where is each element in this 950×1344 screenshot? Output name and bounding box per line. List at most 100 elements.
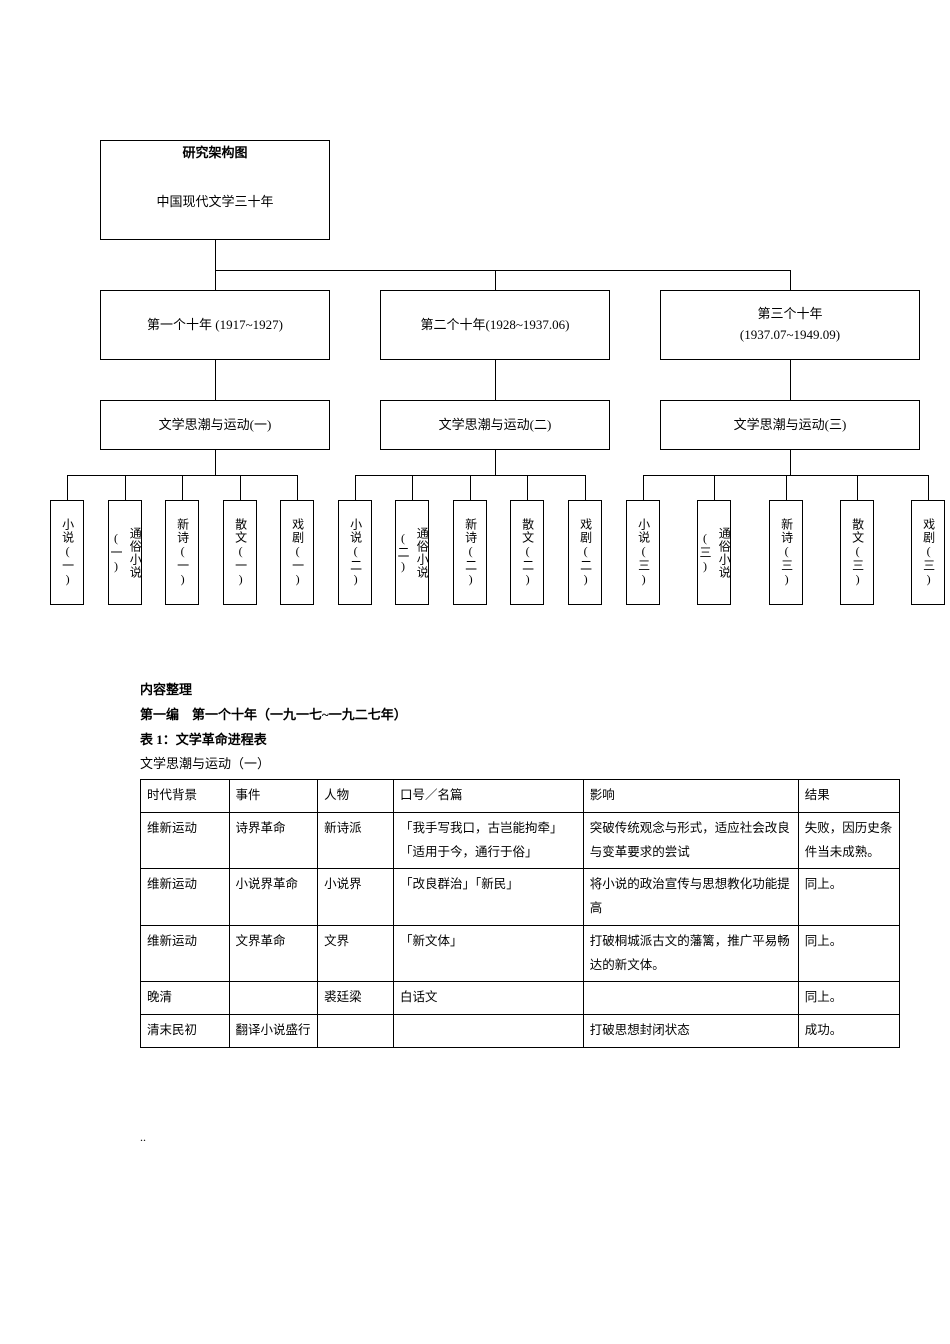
conn-line (790, 360, 791, 400)
table-header-row: 时代背景 事件 人物 口号／名篇 影响 结果 (141, 780, 900, 813)
td: 维新运动 (141, 925, 230, 982)
td: 裘廷梁 (318, 982, 394, 1015)
decade-1: 第一个十年 (1917~1927) (147, 315, 283, 336)
table1-subheading: 文学思潮与运动（一） (140, 754, 890, 775)
conn-line (215, 240, 216, 270)
decade-box-2: 第二个十年(1928~1937.06) (380, 290, 610, 360)
trend-3: 文学思潮与运动(三) (734, 415, 847, 436)
conn-line (215, 450, 216, 475)
conn-line (297, 475, 298, 500)
td: 「新文体」 (393, 925, 583, 982)
td: 失败，因历史条件当未成熟。 (798, 812, 899, 869)
leaf: 小说(一) (57, 518, 76, 587)
root-title: 研究架构图 (182, 143, 247, 164)
leaf: 散文(三) (847, 518, 866, 587)
leaf: 小说(二) (345, 518, 364, 587)
conn-line (786, 475, 787, 500)
trend-2: 文学思潮与运动(二) (439, 415, 552, 436)
td: 将小说的政治宣传与思想教化功能提高 (583, 869, 798, 926)
decade-box-3: 第三个十年 (1937.07~1949.09) (660, 290, 920, 360)
conn-line (790, 450, 791, 475)
root-title-box: 研究架构图 (100, 140, 330, 166)
root-sub: 中国现代文学三十年 (156, 192, 273, 213)
td: 白话文 (393, 982, 583, 1015)
table1-heading: 表 1：文学革命进程表 (140, 730, 890, 751)
td (318, 1015, 394, 1048)
decade-3: 第三个十年 (1937.07~1949.09) (740, 304, 840, 346)
th-ppl: 人物 (318, 780, 394, 813)
leaf-box: 通俗小说(三) (697, 500, 731, 605)
table-row: 维新运动 小说界革命 小说界 「改良群治」「新民」 将小说的政治宣传与思想教化功… (141, 869, 900, 926)
table-row: 维新运动 诗界革命 新诗派 「我手写我口，古岂能拘牵」「适用于今，通行于俗」 突… (141, 812, 900, 869)
research-framework-diagram: 研究架构图 中国现代文学三十年 第一个十年 (1917~1927) 第二个十年(… (0, 140, 950, 670)
leaf: 散文(一) (230, 518, 249, 587)
leaf-box: 通俗小说(二) (395, 500, 429, 605)
trend-box-3: 文学思潮与运动(三) (660, 400, 920, 450)
conn-line (240, 475, 241, 500)
decade-box-1: 第一个十年 (1917~1927) (100, 290, 330, 360)
conn-line (412, 475, 413, 500)
td: 小说界 (318, 869, 394, 926)
th-slog: 口号／名篇 (393, 780, 583, 813)
leaf: 戏剧(二) (575, 518, 594, 587)
leaf-box: 小说(一) (50, 500, 84, 605)
td: 文界革命 (229, 925, 318, 982)
conn-line (928, 475, 929, 500)
leaf-box: 散文(三) (840, 500, 874, 605)
td: 新诗派 (318, 812, 394, 869)
leaf: 散文(二) (517, 518, 536, 587)
leaf-box: 小说(二) (338, 500, 372, 605)
td: 打破桐城派古文的藩篱，推广平易畅达的新文体。 (583, 925, 798, 982)
literary-revolution-table: 时代背景 事件 人物 口号／名篇 影响 结果 维新运动 诗界革命 新诗派 「我手… (140, 779, 900, 1048)
leaf: 通俗小说(二) (393, 507, 431, 598)
td: 成功。 (798, 1015, 899, 1048)
td: 同上。 (798, 925, 899, 982)
conn-line (714, 475, 715, 500)
td: 「改良群治」「新民」 (393, 869, 583, 926)
decade-2: 第二个十年(1928~1937.06) (421, 315, 570, 336)
conn-line (495, 450, 496, 475)
td: 突破传统观念与形式，适应社会改良与变革要求的尝试 (583, 812, 798, 869)
leaf: 新诗(三) (776, 518, 795, 587)
table-row: 晚清 裘廷梁 白话文 同上。 (141, 982, 900, 1015)
trend-box-2: 文学思潮与运动(二) (380, 400, 610, 450)
th-res: 结果 (798, 780, 899, 813)
conn-line (355, 475, 356, 500)
leaf: 新诗(一) (172, 518, 191, 587)
td (229, 982, 318, 1015)
td: 同上。 (798, 869, 899, 926)
conn-line (182, 475, 183, 500)
td: 小说界革命 (229, 869, 318, 926)
leaf-box: 散文(一) (223, 500, 257, 605)
content-arrange: 内容整理 (140, 680, 890, 701)
td: 维新运动 (141, 869, 230, 926)
leaf-box: 散文(二) (510, 500, 544, 605)
conn-line (643, 475, 644, 500)
leaf-box: 戏剧(三) (911, 500, 945, 605)
conn-line (790, 270, 791, 290)
leaf-box: 戏剧(二) (568, 500, 602, 605)
leaf-box: 新诗(一) (165, 500, 199, 605)
root-sub-box: 中国现代文学三十年 (100, 165, 330, 240)
leaf-box: 通俗小说(一) (108, 500, 142, 605)
th-evt: 事件 (229, 780, 318, 813)
td: 翻译小说盛行 (229, 1015, 318, 1048)
conn-line (585, 475, 586, 500)
table-row: 清末民初 翻译小说盛行 打破思想封闭状态 成功。 (141, 1015, 900, 1048)
leaf: 新诗(二) (460, 518, 479, 587)
conn-line (857, 475, 858, 500)
td: 晚清 (141, 982, 230, 1015)
part-one-heading: 第一编 第一个十年（一九一七~一九二七年） (140, 705, 890, 726)
td: 打破思想封闭状态 (583, 1015, 798, 1048)
td: 清末民初 (141, 1015, 230, 1048)
conn-line (470, 475, 471, 500)
leaf: 通俗小说(一) (106, 507, 144, 598)
leaf-box: 新诗(二) (453, 500, 487, 605)
trend-box-1: 文学思潮与运动(一) (100, 400, 330, 450)
table-row: 维新运动 文界革命 文界 「新文体」 打破桐城派古文的藩篱，推广平易畅达的新文体… (141, 925, 900, 982)
conn-line (215, 270, 216, 290)
leaf-box: 小说(三) (626, 500, 660, 605)
leaf: 戏剧(一) (287, 518, 306, 587)
leaf: 通俗小说(三) (695, 507, 733, 598)
conn-line (67, 475, 68, 500)
